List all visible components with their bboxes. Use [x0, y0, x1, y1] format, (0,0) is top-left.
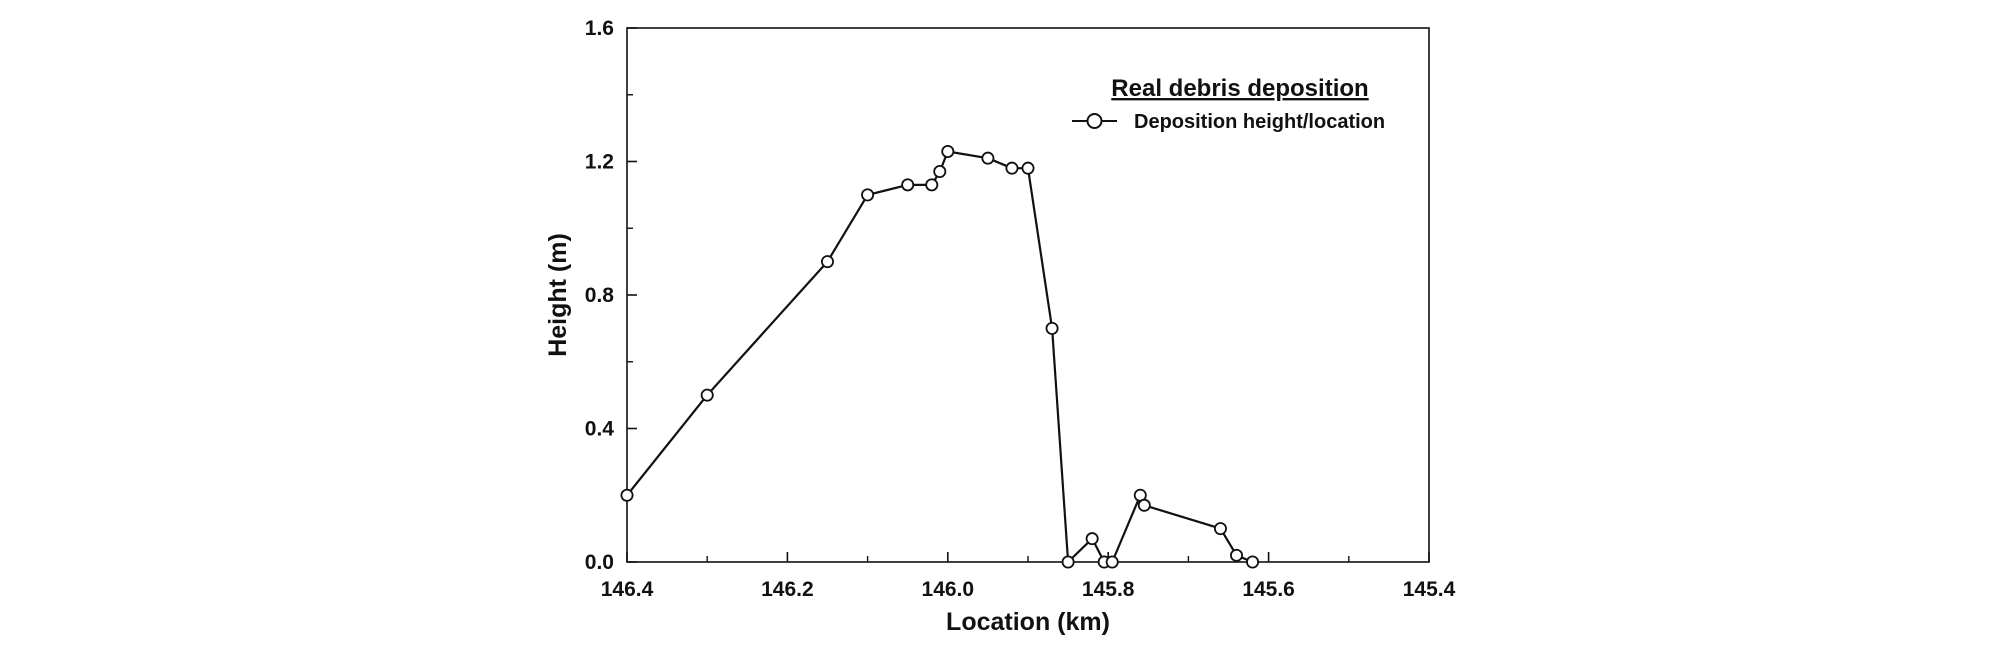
data-point-marker — [861, 188, 875, 202]
y-tick-label: 0.8 — [585, 284, 615, 307]
data-point-marker — [1230, 548, 1244, 562]
data-point-marker — [1085, 532, 1099, 546]
data-point-marker — [925, 178, 939, 192]
data-point-marker — [981, 151, 995, 165]
data-point-marker — [933, 165, 947, 179]
y-axis-title: Height (m) — [544, 233, 572, 357]
y-tick-label: 0.4 — [585, 418, 615, 441]
legend-title: Real debris deposition — [1111, 75, 1368, 102]
legend-series-label: Deposition height/location — [1134, 111, 1385, 133]
data-point-marker — [1213, 522, 1227, 536]
x-tick-label: 146.2 — [761, 578, 814, 601]
data-point-marker — [620, 488, 634, 502]
data-point-marker — [1061, 555, 1075, 569]
data-point-marker — [1045, 321, 1059, 335]
y-tick-label: 1.6 — [585, 17, 614, 40]
y-axis-ticks: 0.0 0.4 0.8 1.2 1.6 — [585, 17, 637, 574]
x-tick-label: 146.4 — [601, 578, 654, 601]
data-point-marker — [1246, 555, 1260, 569]
legend: Real debris deposition Deposition height… — [1072, 75, 1385, 133]
data-point-marker — [1021, 161, 1035, 175]
x-tick-label: 145.4 — [1403, 578, 1456, 601]
data-point-marker — [901, 178, 915, 192]
y-tick-label: 0.0 — [585, 551, 614, 574]
data-point-marker — [821, 255, 835, 269]
y-tick-label: 1.2 — [585, 151, 614, 174]
data-point-marker — [700, 388, 714, 402]
x-tick-label: 145.8 — [1082, 578, 1135, 601]
x-axis-ticks: 146.4 146.2 146.0 145.8 145.6 145.4 — [601, 552, 1456, 601]
plot-area-frame — [626, 27, 1430, 563]
legend-marker-swatch — [1086, 113, 1103, 129]
data-point-marker — [1105, 555, 1119, 569]
x-axis-title: Location (km) — [946, 608, 1110, 636]
data-point-marker — [1137, 498, 1151, 512]
x-tick-label: 146.0 — [922, 578, 975, 601]
series-line — [626, 150, 1254, 564]
data-point-marker — [1005, 161, 1019, 175]
x-tick-label: 145.6 — [1242, 578, 1295, 601]
series-layer — [620, 144, 1260, 569]
data-point-marker — [941, 144, 955, 158]
